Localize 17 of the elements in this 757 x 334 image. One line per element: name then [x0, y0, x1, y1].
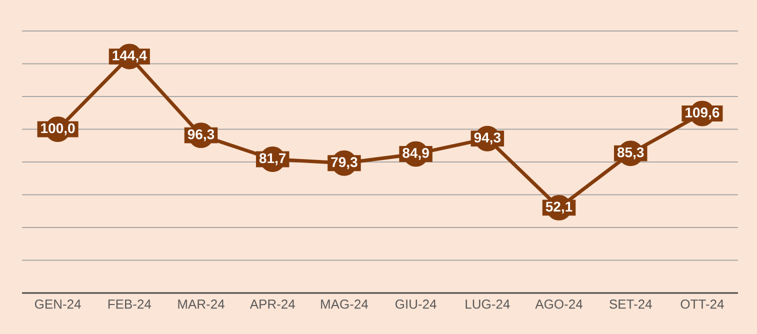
- data-label: 79,3: [331, 157, 358, 170]
- x-tick-label: AGO-24: [535, 300, 582, 309]
- data-label: 85,3: [617, 147, 644, 160]
- data-label: 84,9: [402, 148, 429, 160]
- data-label: 52,1: [546, 202, 572, 214]
- x-tick-label: SET-24: [610, 300, 652, 309]
- data-label: 81,7: [259, 153, 286, 166]
- x-tick-label: OTT-24: [680, 300, 724, 309]
- x-tick-label: GIU-24: [396, 300, 436, 309]
- data-label: 96,3: [188, 129, 214, 142]
- x-tick-label: FEB-24: [108, 300, 152, 309]
- x-tick-label: APR-24: [250, 300, 295, 309]
- x-tick-label: GEN-24: [34, 300, 81, 309]
- x-tick-label: MAG-24: [321, 300, 368, 309]
- x-tick-label: LUG-24: [466, 300, 510, 309]
- data-label: 94,3: [474, 132, 501, 145]
- x-tick-label: MAR-24: [178, 300, 224, 309]
